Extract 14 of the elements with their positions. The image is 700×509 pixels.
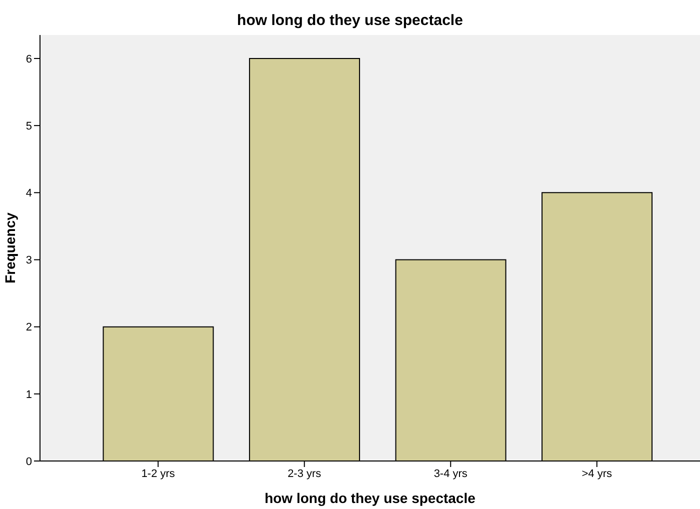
x-tick-label: 3-4 yrs — [434, 468, 468, 480]
x-axis-title: how long do they use spectacle — [264, 490, 476, 506]
y-tick-label: 1 — [26, 388, 32, 401]
chart-title: how long do they use spectacle — [236, 12, 464, 29]
y-axis-title: Frequency — [2, 212, 18, 284]
y-tick-label: 0 — [26, 456, 32, 468]
y-tick-label: 3 — [26, 254, 32, 267]
x-tick-label: >4 yrs — [582, 468, 613, 480]
y-tick-label: 5 — [26, 120, 32, 132]
y-tick-label: 6 — [26, 53, 32, 66]
x-tick-label: 2-3 yrs — [288, 468, 322, 480]
x-tick-label: 1-2 yrs — [141, 468, 176, 480]
y-tick-label: 2 — [26, 322, 32, 334]
y-tick-label: 4 — [26, 188, 32, 200]
